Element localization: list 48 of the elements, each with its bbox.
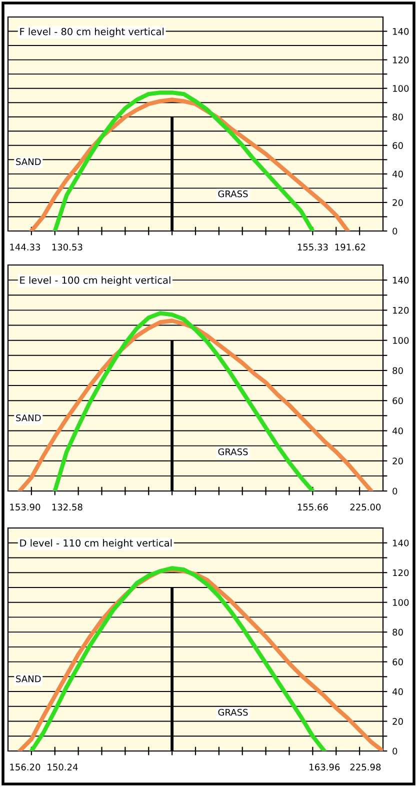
y-tick-label: 20: [392, 458, 403, 464]
text: 153.90: [10, 504, 40, 510]
text: 155.33: [298, 244, 328, 250]
y-tick-label: 20: [392, 718, 403, 725]
y-tick-label: 140: [393, 28, 409, 35]
text: 150.24: [48, 764, 78, 770]
line-series: [52, 311, 315, 491]
annotation: GRASS: [218, 708, 248, 716]
text: D level - 110 cm height vertical: [20, 539, 172, 549]
y-tick-label: 120: [393, 306, 409, 314]
y-tick-label: 20: [392, 199, 403, 206]
y-tick-label: 40: [392, 427, 403, 434]
annotation: SAND: [16, 158, 41, 166]
annotation: GRASS: [218, 448, 248, 456]
y-tick-label: 100: [393, 599, 409, 606]
annotation: SAND: [16, 675, 41, 682]
y-tick-label: 0: [392, 488, 398, 495]
text: 191.62: [335, 244, 366, 250]
text: 163.96: [310, 764, 340, 770]
y-tick-label: 100: [393, 337, 409, 344]
text: 156.20: [10, 764, 40, 770]
line-series: [18, 318, 374, 491]
annotation: SAND: [16, 414, 41, 422]
text: 225.98: [350, 764, 381, 770]
y-tick-label: 0: [392, 748, 398, 755]
text: 144.33: [10, 244, 40, 250]
y-tick-label: 40: [392, 688, 403, 696]
y-tick-label: 60: [392, 142, 403, 149]
y-tick-label: 140: [393, 276, 409, 284]
line-series: [52, 90, 315, 231]
y-tick-label: 40: [392, 170, 403, 178]
y-tick-label: 120: [393, 569, 409, 576]
text: 132.58: [52, 504, 82, 510]
y-tick-label: 140: [393, 540, 409, 546]
text: 225.00: [350, 504, 381, 510]
text: F level - 80 cm height vertical: [20, 28, 164, 38]
text: 155.66: [298, 504, 328, 510]
text: 130.53: [52, 244, 82, 250]
y-tick-label: 100: [393, 85, 409, 92]
y-tick-label: 0: [392, 228, 398, 235]
y-tick-label: 80: [392, 367, 403, 374]
y-tick-label: 80: [392, 114, 403, 120]
y-tick-label: 80: [392, 628, 403, 636]
text: E level - 100 cm height vertical: [20, 276, 170, 286]
annotation: GRASS: [218, 190, 248, 198]
y-tick-label: 60: [392, 658, 403, 666]
y-tick-label: 60: [392, 397, 403, 404]
y-tick-label: 120: [393, 56, 409, 64]
